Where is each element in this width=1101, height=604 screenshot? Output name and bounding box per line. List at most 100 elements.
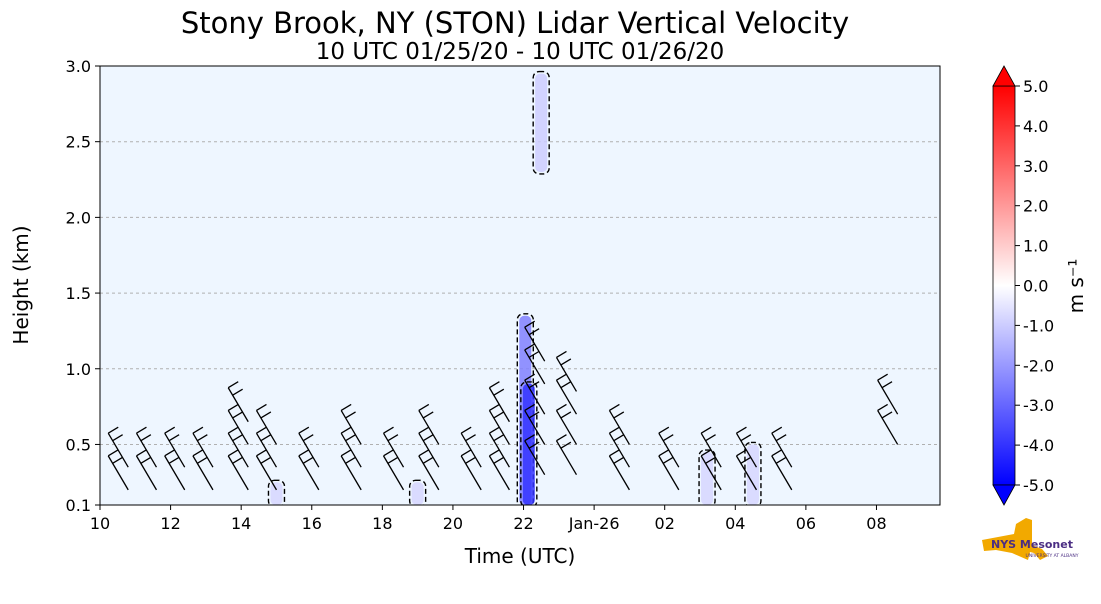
colorbar-tick-label: 1.0 (1023, 237, 1048, 256)
wind-barb-feather (140, 434, 152, 442)
wind-barb-feather (528, 411, 540, 419)
wind-barb-feather (881, 411, 893, 419)
velocity-contour (532, 70, 550, 175)
wind-barb-staff (524, 349, 546, 385)
wind-barb-feather (136, 426, 147, 434)
wind-barb-feather (302, 434, 314, 442)
wind-barb-feather (168, 456, 180, 464)
wind-barb-feather (298, 449, 310, 457)
wind-barb-staff (700, 455, 722, 491)
logo-text: NYS Mesonet (991, 538, 1073, 551)
wind-barb-feather (422, 411, 434, 419)
wind-barb-staff (460, 432, 482, 468)
wind-barb-feather (658, 426, 670, 434)
wind-barb-feather (705, 456, 716, 464)
wind-barb-staff (164, 455, 186, 491)
velocity-feature (535, 73, 548, 172)
wind-barb-staff (107, 455, 129, 491)
velocity-feature (522, 383, 535, 505)
wind-barb-feather (136, 449, 147, 457)
wind-barb-feather (107, 449, 119, 457)
velocity-contour (267, 479, 286, 505)
wind-barb-staff (658, 432, 680, 468)
wind-barb-feather (700, 449, 712, 457)
wind-barb-feather (168, 434, 180, 442)
wind-barb-feather (418, 403, 430, 412)
wind-barb-staff (100, 488, 101, 490)
wind-barb-feather (489, 381, 500, 389)
wind-barb-feather (609, 426, 620, 434)
wind-barb-feather (418, 449, 430, 457)
wind-barb-feather (340, 449, 352, 457)
wind-barb-staff (135, 432, 158, 468)
velocity-contour (744, 441, 762, 505)
wind-barb-feather (560, 411, 572, 419)
wind-barb-staff (107, 432, 129, 468)
wind-barb-feather (877, 403, 888, 412)
wind-barb-feather (256, 403, 267, 412)
wind-barb-feather (528, 328, 540, 336)
y-tick-label: 0.1 (66, 496, 91, 515)
wind-barb-feather (493, 388, 505, 396)
y-tick-label: 1.0 (66, 360, 91, 379)
wind-barb-staff (555, 410, 578, 445)
wind-barb-staff (524, 326, 546, 362)
nys-mesonet-logo: NYS Mesonet UNIVERSITY AT ALBANY (982, 518, 1079, 560)
y-tick-label: 0.5 (66, 435, 91, 454)
y-tick-label: 1.5 (66, 284, 91, 303)
wind-barb-staff (877, 379, 899, 415)
wind-barb-feather (609, 403, 620, 412)
colorbar-tick-label: 3.0 (1023, 157, 1048, 176)
wind-barb-feather (422, 456, 434, 464)
wind-barb-feather (528, 441, 540, 449)
wind-barb-feather (227, 381, 239, 389)
wind-barb-feather (528, 350, 540, 358)
wind-barb-staff (164, 432, 186, 468)
colorbar-gradient (992, 85, 1016, 486)
wind-barb-feather (613, 456, 625, 464)
wind-barb-feather (260, 411, 272, 419)
x-tick-label: 06 (796, 514, 816, 533)
wind-barb-feather (556, 403, 567, 412)
colorbar-tick-label: -3.0 (1023, 396, 1054, 415)
wind-barb-staff (382, 432, 405, 468)
x-tick-label: 02 (655, 514, 675, 533)
wind-barb-feather (528, 381, 540, 389)
wind-barb-feather (775, 434, 787, 442)
wind-barb-staff (877, 410, 899, 445)
wind-barb-staff (192, 432, 214, 468)
wind-barb-feather (107, 426, 119, 434)
wind-barb-feather (613, 434, 625, 442)
wind-barb-feather (345, 411, 356, 419)
colorbar-tick-label: 4.0 (1023, 117, 1048, 136)
wind-barb-staff (524, 410, 546, 445)
x-tick-label: 12 (160, 514, 180, 533)
wind-barb-staff (555, 357, 578, 392)
wind-barb-feather (877, 373, 888, 381)
wind-barb-feather (232, 434, 243, 442)
wind-barb-staff (488, 410, 510, 445)
x-tick-label: Jan-26 (568, 514, 620, 533)
x-tick-label: 10 (90, 514, 110, 533)
wind-barb-feather (613, 411, 625, 419)
wind-barb-staff (255, 432, 278, 468)
wind-barb-staff (555, 379, 578, 415)
wind-barb-feather (387, 456, 399, 464)
wind-barb-feather (227, 426, 239, 434)
wind-barb-feather (489, 403, 500, 412)
wind-barb-feather (771, 426, 783, 434)
wind-barb-staff (488, 455, 510, 491)
wind-barb-feather (256, 426, 267, 434)
wind-barb-feather (736, 426, 747, 434)
wind-barb-feather (560, 381, 572, 389)
wind-barb-feather (556, 350, 567, 359)
wind-barb-feather (112, 434, 123, 442)
wind-barb-feather (524, 403, 536, 412)
x-tick-label: 20 (443, 514, 463, 533)
velocity-contour (516, 313, 534, 505)
wind-barb-staff (488, 387, 510, 423)
wind-barb-feather (560, 358, 572, 366)
wind-barb-staff (192, 455, 214, 491)
wind-barb-staff (658, 455, 680, 491)
